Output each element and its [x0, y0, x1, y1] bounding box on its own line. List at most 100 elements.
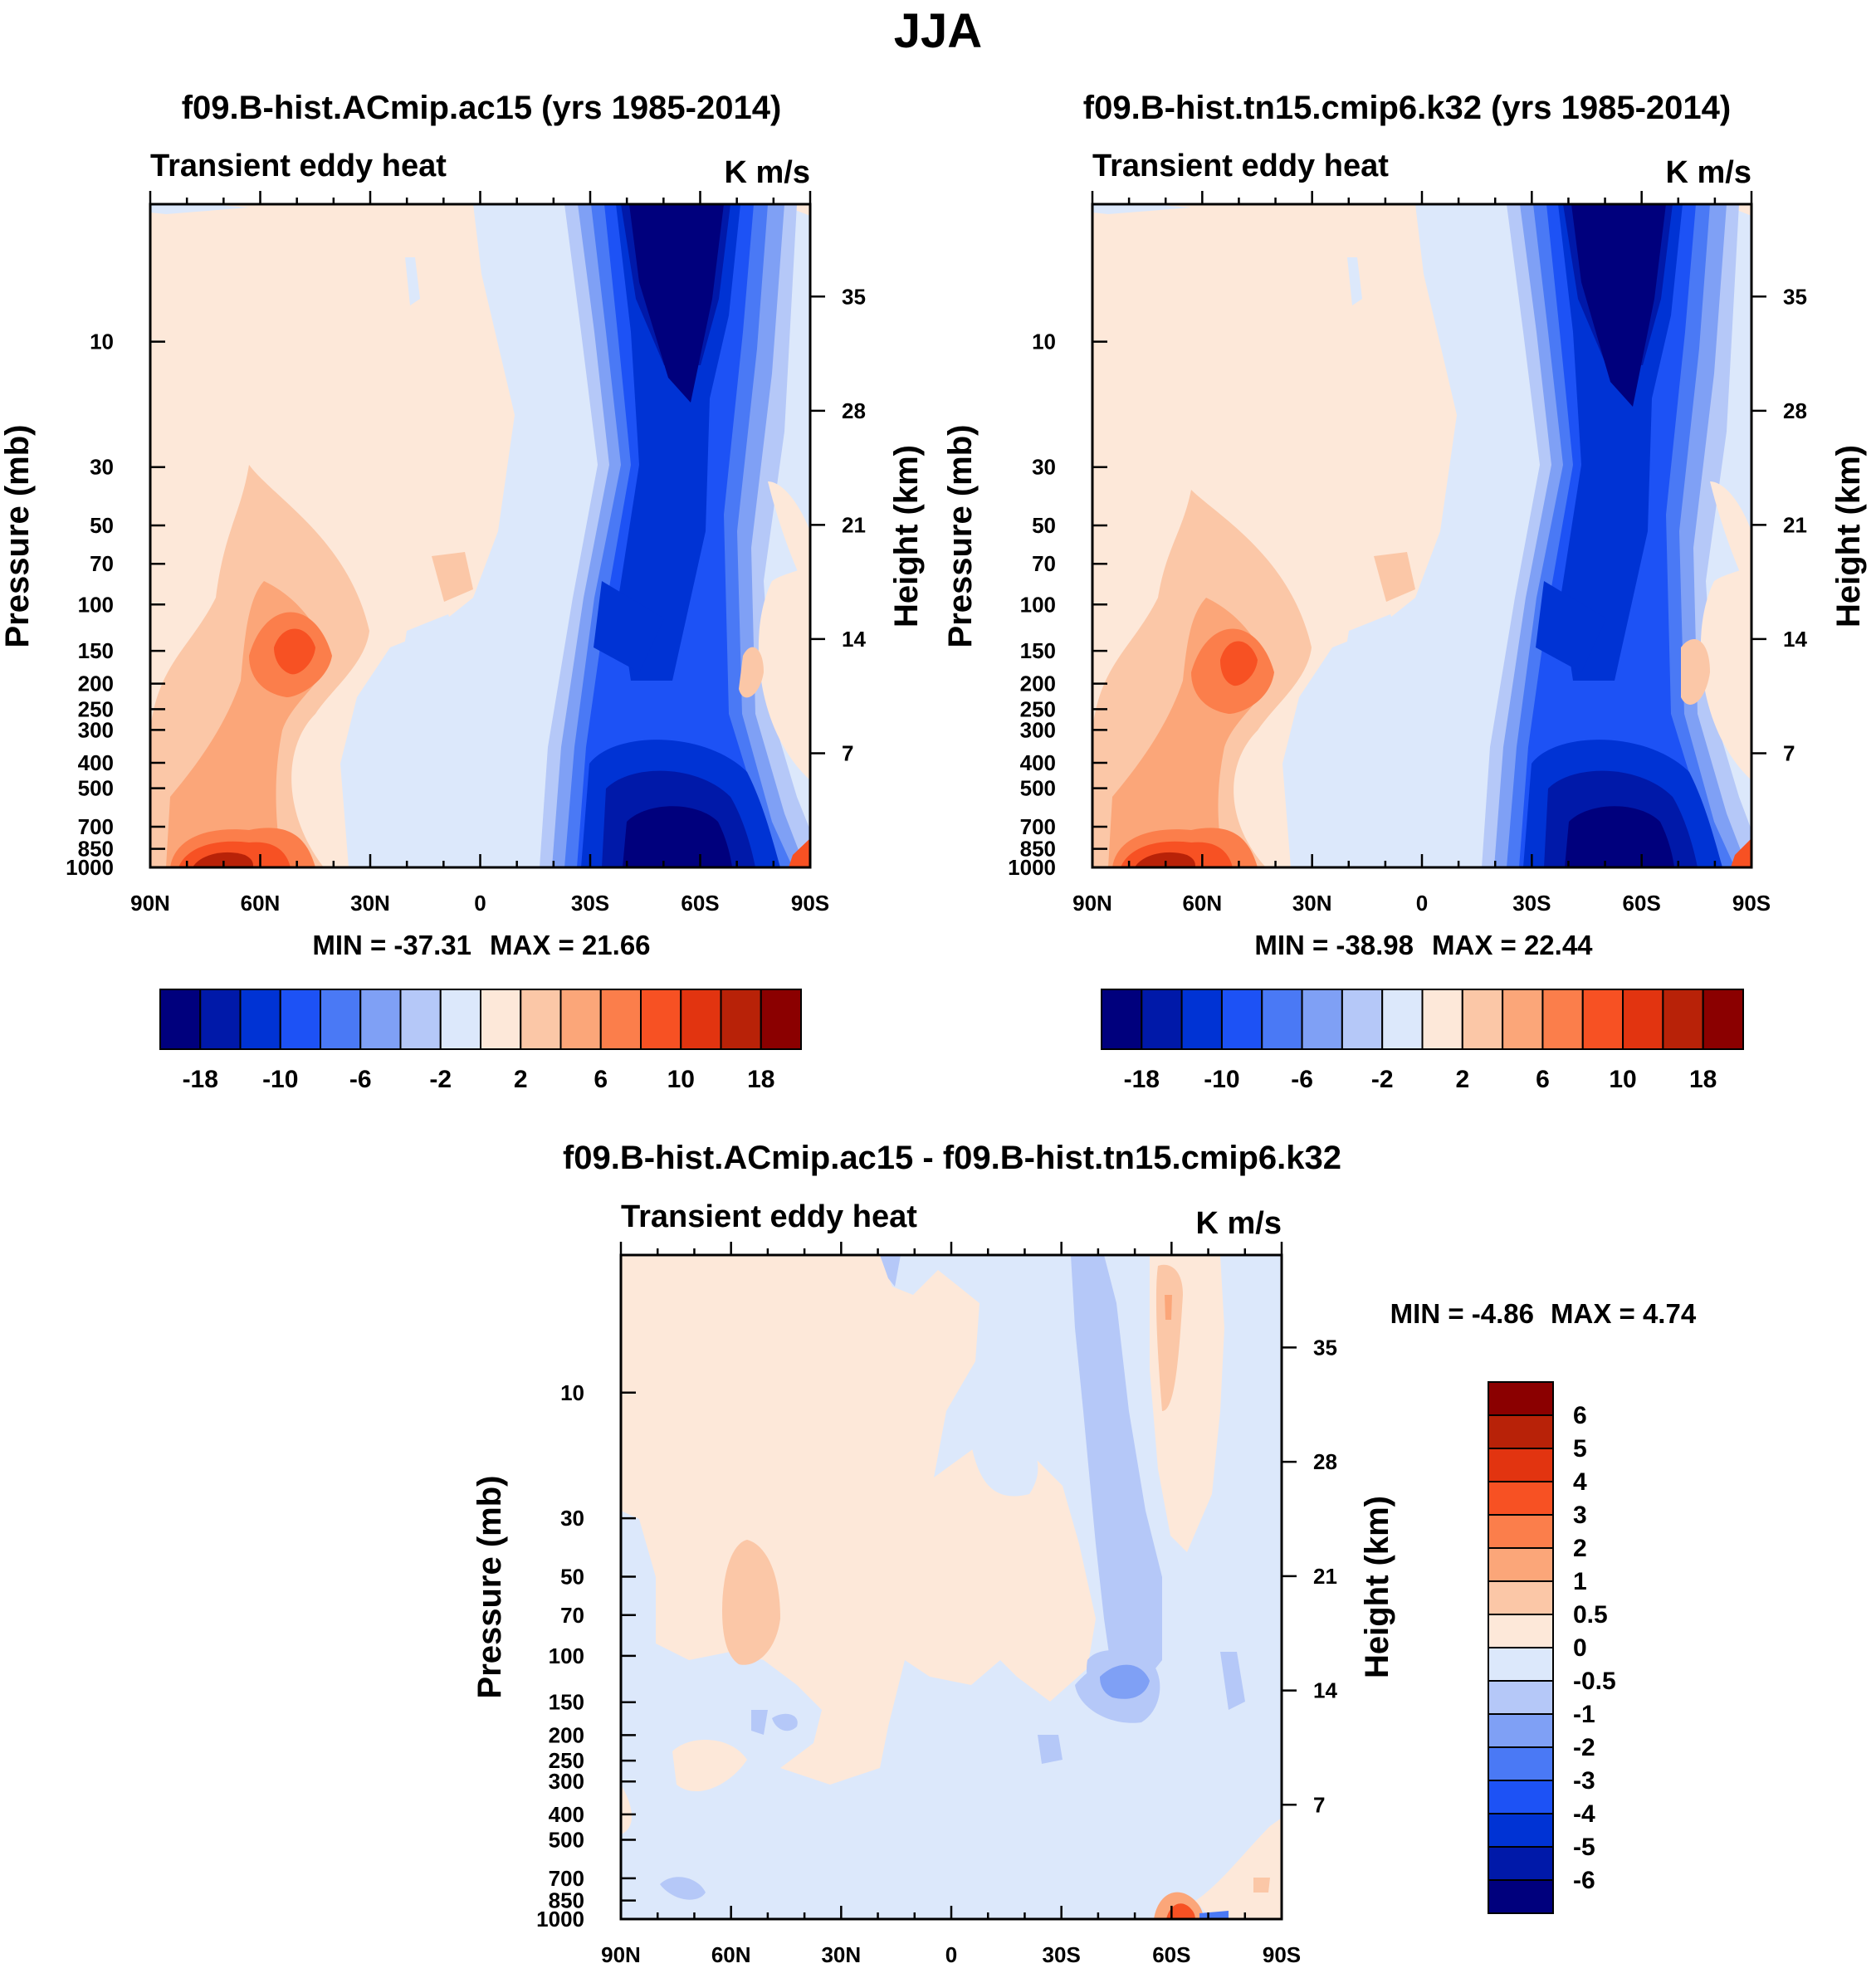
y-tick-label: 700	[1020, 814, 1056, 839]
colorbar-label: 6	[1536, 1066, 1550, 1093]
max-label: MAX = 4.74	[1551, 1298, 1697, 1329]
y-axis-label: Pressure (mb)	[0, 425, 36, 648]
contour-band-neg-1-0.5	[772, 1713, 798, 1731]
x-tick-labels: 90N 60N 30N 0 30S 60S 90S	[130, 891, 829, 916]
colorbar: 6 5 4 3 2 1 0.5 0 -0.5 -1 -2 -3 -4 -5 -6	[1488, 1381, 1616, 1914]
colorbar-swatch	[599, 989, 642, 1050]
colorbar-swatch	[1461, 989, 1504, 1050]
panel-cmip6: f09.B-hist.tn15.cmip6.k32 (yrs 1985-2014…	[942, 90, 1867, 1093]
y-tick-label: 10	[560, 1380, 584, 1405]
y-tick-label: 150	[549, 1690, 584, 1715]
y2-tick-label: 21	[1783, 512, 1807, 537]
colorbar-swatch	[1662, 989, 1704, 1050]
y-tick-label: 200	[1020, 672, 1056, 696]
colorbar-swatch	[159, 989, 202, 1050]
x-tick-label: 0	[1416, 891, 1428, 916]
colorbar-label: 18	[1689, 1066, 1717, 1093]
colorbar-label: -1	[1573, 1701, 1595, 1728]
height-tick-labels: 35 28 21 14 7	[842, 284, 866, 765]
x-tick-label: 90N	[130, 891, 170, 916]
x-tick-label: 30N	[821, 1942, 861, 1967]
colorbar-label: -18	[183, 1066, 218, 1093]
contour-band-neg-1-0.5	[1071, 1255, 1162, 1702]
y2-tick-label: 28	[1313, 1449, 1337, 1474]
y-tick-label: 50	[560, 1564, 584, 1589]
min-label: MIN = -38.98	[1254, 930, 1414, 960]
y-tick-label: 100	[549, 1643, 584, 1668]
colorbar-swatch	[320, 989, 362, 1050]
colorbar-swatch	[1702, 989, 1744, 1050]
contour-band-neg-0-2	[405, 257, 420, 305]
colorbar-swatch	[1488, 1647, 1554, 1682]
colorbar-swatch	[520, 989, 562, 1050]
y2-tick-label: 28	[842, 398, 866, 423]
contour-band-neg-0-2	[1092, 204, 1191, 214]
contour-band-neg-1-0.5	[1038, 1735, 1063, 1764]
y2-tick-label: 14	[1313, 1678, 1337, 1703]
colorbar-label: -2	[1371, 1066, 1394, 1093]
panel-title: f09.B-hist.ACmip.ac15 - f09.B-hist.tn15.…	[563, 1140, 1341, 1176]
x-tick-label: 30S	[571, 891, 609, 916]
colorbar-swatch	[439, 989, 481, 1050]
colorbar-swatch	[1581, 989, 1624, 1050]
colorbar-swatch	[1101, 989, 1143, 1050]
contour-band-pos-3-4	[1166, 1903, 1195, 1919]
x-tick-label: 90S	[1263, 1942, 1301, 1967]
colorbar-swatch	[239, 989, 281, 1050]
contour-field	[150, 204, 810, 867]
y-tick-label: 1000	[66, 855, 114, 880]
x-tick-label: 60S	[1623, 891, 1661, 916]
colorbar-label: 2	[1455, 1066, 1469, 1093]
height-tick-labels: 35 28 21 14 7	[1783, 284, 1807, 765]
contour-band-neg-2-1	[1100, 1664, 1150, 1699]
y-tick-label: 100	[78, 592, 114, 617]
x-tick-label: 60S	[681, 891, 719, 916]
x-tick-labels: 90N 60N 30N 0 30S 60S 90S	[1072, 891, 1771, 916]
y-tick-label: 300	[78, 717, 114, 742]
colorbar-label: -3	[1573, 1767, 1595, 1795]
y2-tick-label: 28	[1783, 398, 1807, 423]
colorbar-swatch	[1180, 989, 1223, 1050]
contour-field	[1092, 204, 1751, 867]
contour-band-neg-18-core	[623, 806, 732, 867]
colorbar-swatch	[1488, 1514, 1554, 1549]
contour-band-neg-0-2	[150, 204, 249, 214]
colorbar-swatch	[1622, 989, 1664, 1050]
contour-band-pos-0-2	[1700, 564, 1751, 780]
colorbar-swatch	[1488, 1813, 1554, 1848]
min-label: MIN = -37.31	[312, 930, 471, 960]
contour-band-pos-0-0.5	[1195, 1818, 1282, 1919]
figure-title: JJA	[893, 4, 983, 58]
contour-band-neg-0.5-0	[975, 1436, 988, 1461]
x-tick-label: 0	[474, 891, 486, 916]
colorbar-swatch	[1421, 989, 1463, 1050]
max-label: MAX = 21.66	[490, 930, 651, 960]
colorbar-swatch	[399, 989, 442, 1050]
colorbar-swatch	[680, 989, 722, 1050]
x-tick-label: 30N	[350, 891, 390, 916]
y2-tick-label: 21	[1313, 1564, 1337, 1589]
panel-difference: f09.B-hist.ACmip.ac15 - f09.B-hist.tn15.…	[471, 1140, 1697, 1967]
colorbar-label: -2	[429, 1066, 452, 1093]
y2-tick-label: 7	[1783, 740, 1795, 765]
height-tick-labels: 35 28 21 14 7	[1313, 1335, 1337, 1817]
y-tick-label: 500	[1020, 776, 1056, 801]
colorbar-label: 6	[594, 1066, 608, 1093]
contour-band-neg-0.5-0	[971, 1432, 1038, 1497]
plot-frame	[619, 1242, 1297, 1921]
colorbar-label: 0	[1573, 1634, 1587, 1662]
x-tick-label: 90N	[601, 1942, 641, 1967]
contour-band-pos-0-0.5	[672, 1740, 747, 1792]
colorbar-label: -6	[1291, 1066, 1313, 1093]
y2-tick-label: 7	[1313, 1792, 1325, 1817]
x-tick-label: 60N	[711, 1942, 751, 1967]
y-tick-label: 700	[549, 1866, 584, 1891]
colorbar-label: -10	[262, 1066, 298, 1093]
y-tick-label: 500	[78, 776, 114, 801]
y-tick-label: 200	[78, 672, 114, 696]
colorbar-swatch	[359, 989, 402, 1050]
x-tick-label: 60N	[241, 891, 281, 916]
contour-band-neg-18-core	[1565, 806, 1674, 867]
colorbar-label: 5	[1573, 1435, 1587, 1463]
colorbar-label: -6	[1573, 1867, 1595, 1894]
